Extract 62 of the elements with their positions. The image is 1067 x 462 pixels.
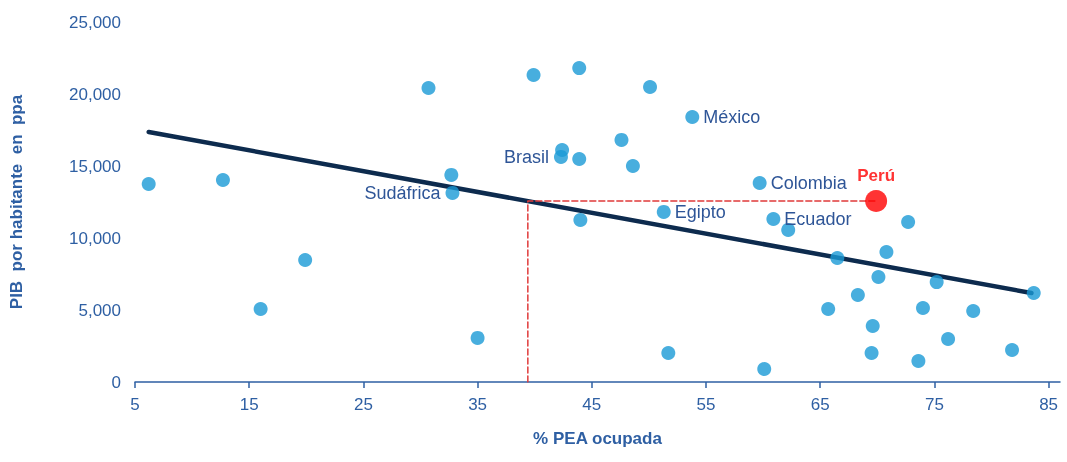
point [614,132,629,147]
point [656,204,671,219]
y-axis-title: PIB por habitante en ppa [7,94,26,310]
point [830,251,845,266]
point [915,300,930,315]
annotation: Ecuador [784,208,852,229]
point [821,302,836,316]
point [253,302,268,316]
point [901,215,916,230]
point [865,190,888,212]
point [625,159,640,173]
point [685,110,700,125]
x-tick-label: 15 [239,395,259,414]
point [941,331,956,346]
point [215,172,230,187]
point [572,151,587,166]
x-axis-title: % PEA ocupada [533,429,663,448]
point [298,253,313,268]
x-tick-label: 75 [924,395,944,414]
series-label: Perú [857,165,896,185]
point [752,176,767,190]
point [421,80,436,95]
y-tick-label: 0 [111,372,121,392]
point [526,68,541,82]
point [850,288,865,303]
point [1026,286,1041,300]
point [871,270,886,285]
point [1005,343,1020,358]
point [864,346,879,361]
x-tick-label: 45 [582,395,602,414]
x-tick-label: 25 [353,395,373,414]
annotation: Colombia [770,172,848,193]
x-tick-label: 65 [810,395,830,414]
point [643,79,658,94]
point [553,149,568,164]
point [911,353,926,368]
point [757,362,772,377]
annotation: Egipto [674,201,726,222]
y-tick-label: 25,000 [69,12,121,32]
point [444,167,459,182]
point [929,275,944,290]
point [141,177,156,191]
annotation: México [703,107,761,128]
x-tick-label: 55 [696,395,716,414]
y-tick-label: 10,000 [69,228,121,248]
point [879,244,894,259]
point [966,304,981,318]
x-tick-label: 85 [1039,395,1059,414]
y-tick-label: 5,000 [78,300,121,320]
y-tick-label: 15,000 [69,156,121,176]
point [445,185,460,200]
point [470,330,485,345]
point [572,61,587,76]
point [766,212,781,226]
x-tick-label: 35 [468,395,488,414]
annotation: Brasil [503,146,549,167]
y-tick-label: 20,000 [69,84,121,104]
annotation: Sudáfrica [364,182,442,203]
point [573,213,588,227]
point [661,346,676,361]
point [865,318,880,333]
x-tick-label: 5 [130,395,140,414]
